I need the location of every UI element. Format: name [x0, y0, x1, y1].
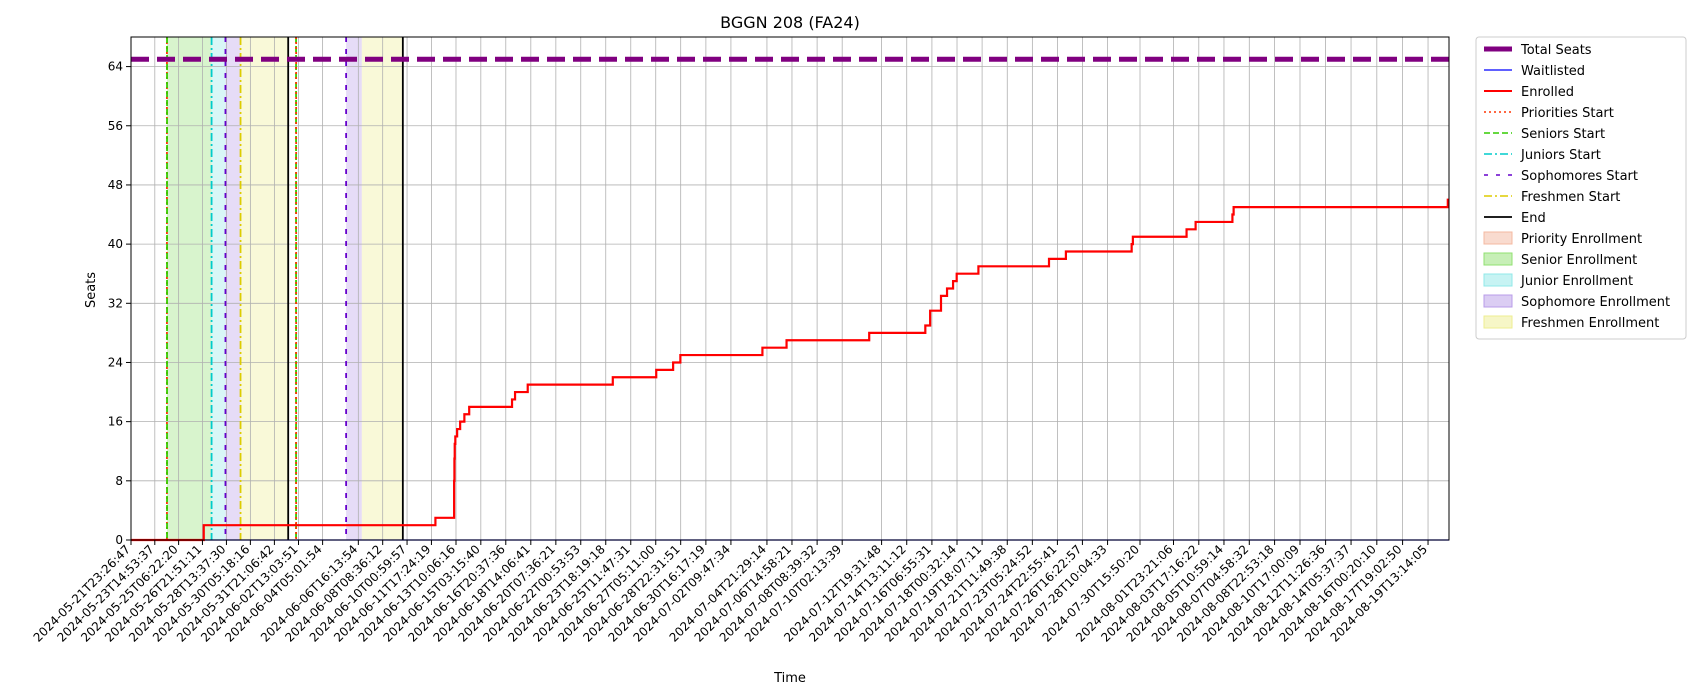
chart-title: BGGN 208 (FA24) [720, 13, 860, 32]
legend-label: Seniors Start [1521, 127, 1605, 142]
legend-label: Senior Enrollment [1521, 253, 1637, 268]
y-tick-label: 8 [115, 474, 123, 488]
legend-label: End [1521, 211, 1546, 226]
legend-label: Enrolled [1521, 85, 1574, 100]
period-sophomore-enrollment [225, 37, 241, 540]
legend-swatch [1483, 294, 1513, 308]
legend-item: Junior Enrollment [1483, 273, 1633, 289]
legend-item: Sophomore Enrollment [1483, 294, 1670, 310]
y-axis-label: Seats [84, 272, 99, 308]
legend-item: Senior Enrollment [1483, 252, 1637, 268]
legend-swatch [1483, 252, 1513, 266]
legend-item: Enrolled [1484, 85, 1574, 100]
legend-item: Juniors Start [1484, 148, 1601, 163]
period-sophomore-enrollment [346, 37, 362, 540]
legend-label: Freshmen Enrollment [1521, 316, 1659, 331]
legend-item: Priority Enrollment [1483, 231, 1642, 247]
y-tick-label: 40 [108, 237, 123, 251]
legend-swatch [1483, 273, 1513, 287]
y-tick-label: 64 [108, 60, 123, 74]
legend-label: Juniors Start [1520, 148, 1601, 163]
grid [130, 37, 1449, 541]
period-junior-enrollment [211, 37, 226, 540]
legend-label: Priorities Start [1521, 106, 1614, 121]
legend-label: Sophomores Start [1521, 169, 1638, 184]
legend: Total Seats Waitlisted Enrolled Priorities … [1475, 36, 1687, 340]
legend-label: Sophomore Enrollment [1521, 295, 1670, 310]
y-tick-label: 24 [108, 355, 123, 369]
legend-label: Priority Enrollment [1521, 232, 1642, 247]
y-tick-label: 0 [115, 533, 123, 547]
y-tick-label: 32 [108, 296, 123, 310]
legend-item: Sophomores Start [1484, 169, 1638, 184]
legend-item: Priorities Start [1484, 106, 1614, 121]
plot-area: 08162432404856642024-05-21T23:26:472024-… [31, 36, 1450, 645]
y-tick-label: 48 [108, 178, 123, 192]
period-freshmen-enrollment [240, 37, 289, 540]
legend-item: Freshmen Enrollment [1483, 315, 1659, 331]
legend-item: End [1484, 211, 1546, 226]
x-axis-label: Time [773, 671, 806, 686]
y-tick-label: 16 [108, 415, 123, 429]
legend-swatch [1483, 315, 1513, 329]
legend-label: Waitlisted [1521, 64, 1585, 79]
y-tick-label: 56 [108, 119, 123, 133]
legend-swatch [1483, 231, 1513, 245]
legend-item: Waitlisted [1484, 64, 1585, 79]
legend-box [1475, 36, 1687, 340]
axes-frame [130, 36, 1450, 541]
series-enrolled [131, 198, 1449, 542]
period-senior-enrollment [166, 37, 212, 540]
legend-item: Total Seats [1484, 43, 1592, 58]
legend-item: Freshmen Start [1484, 190, 1620, 205]
legend-label: Total Seats [1520, 43, 1592, 58]
legend-label: Freshmen Start [1521, 190, 1620, 205]
legend-item: Seniors Start [1484, 127, 1605, 142]
legend-label: Junior Enrollment [1520, 274, 1633, 289]
